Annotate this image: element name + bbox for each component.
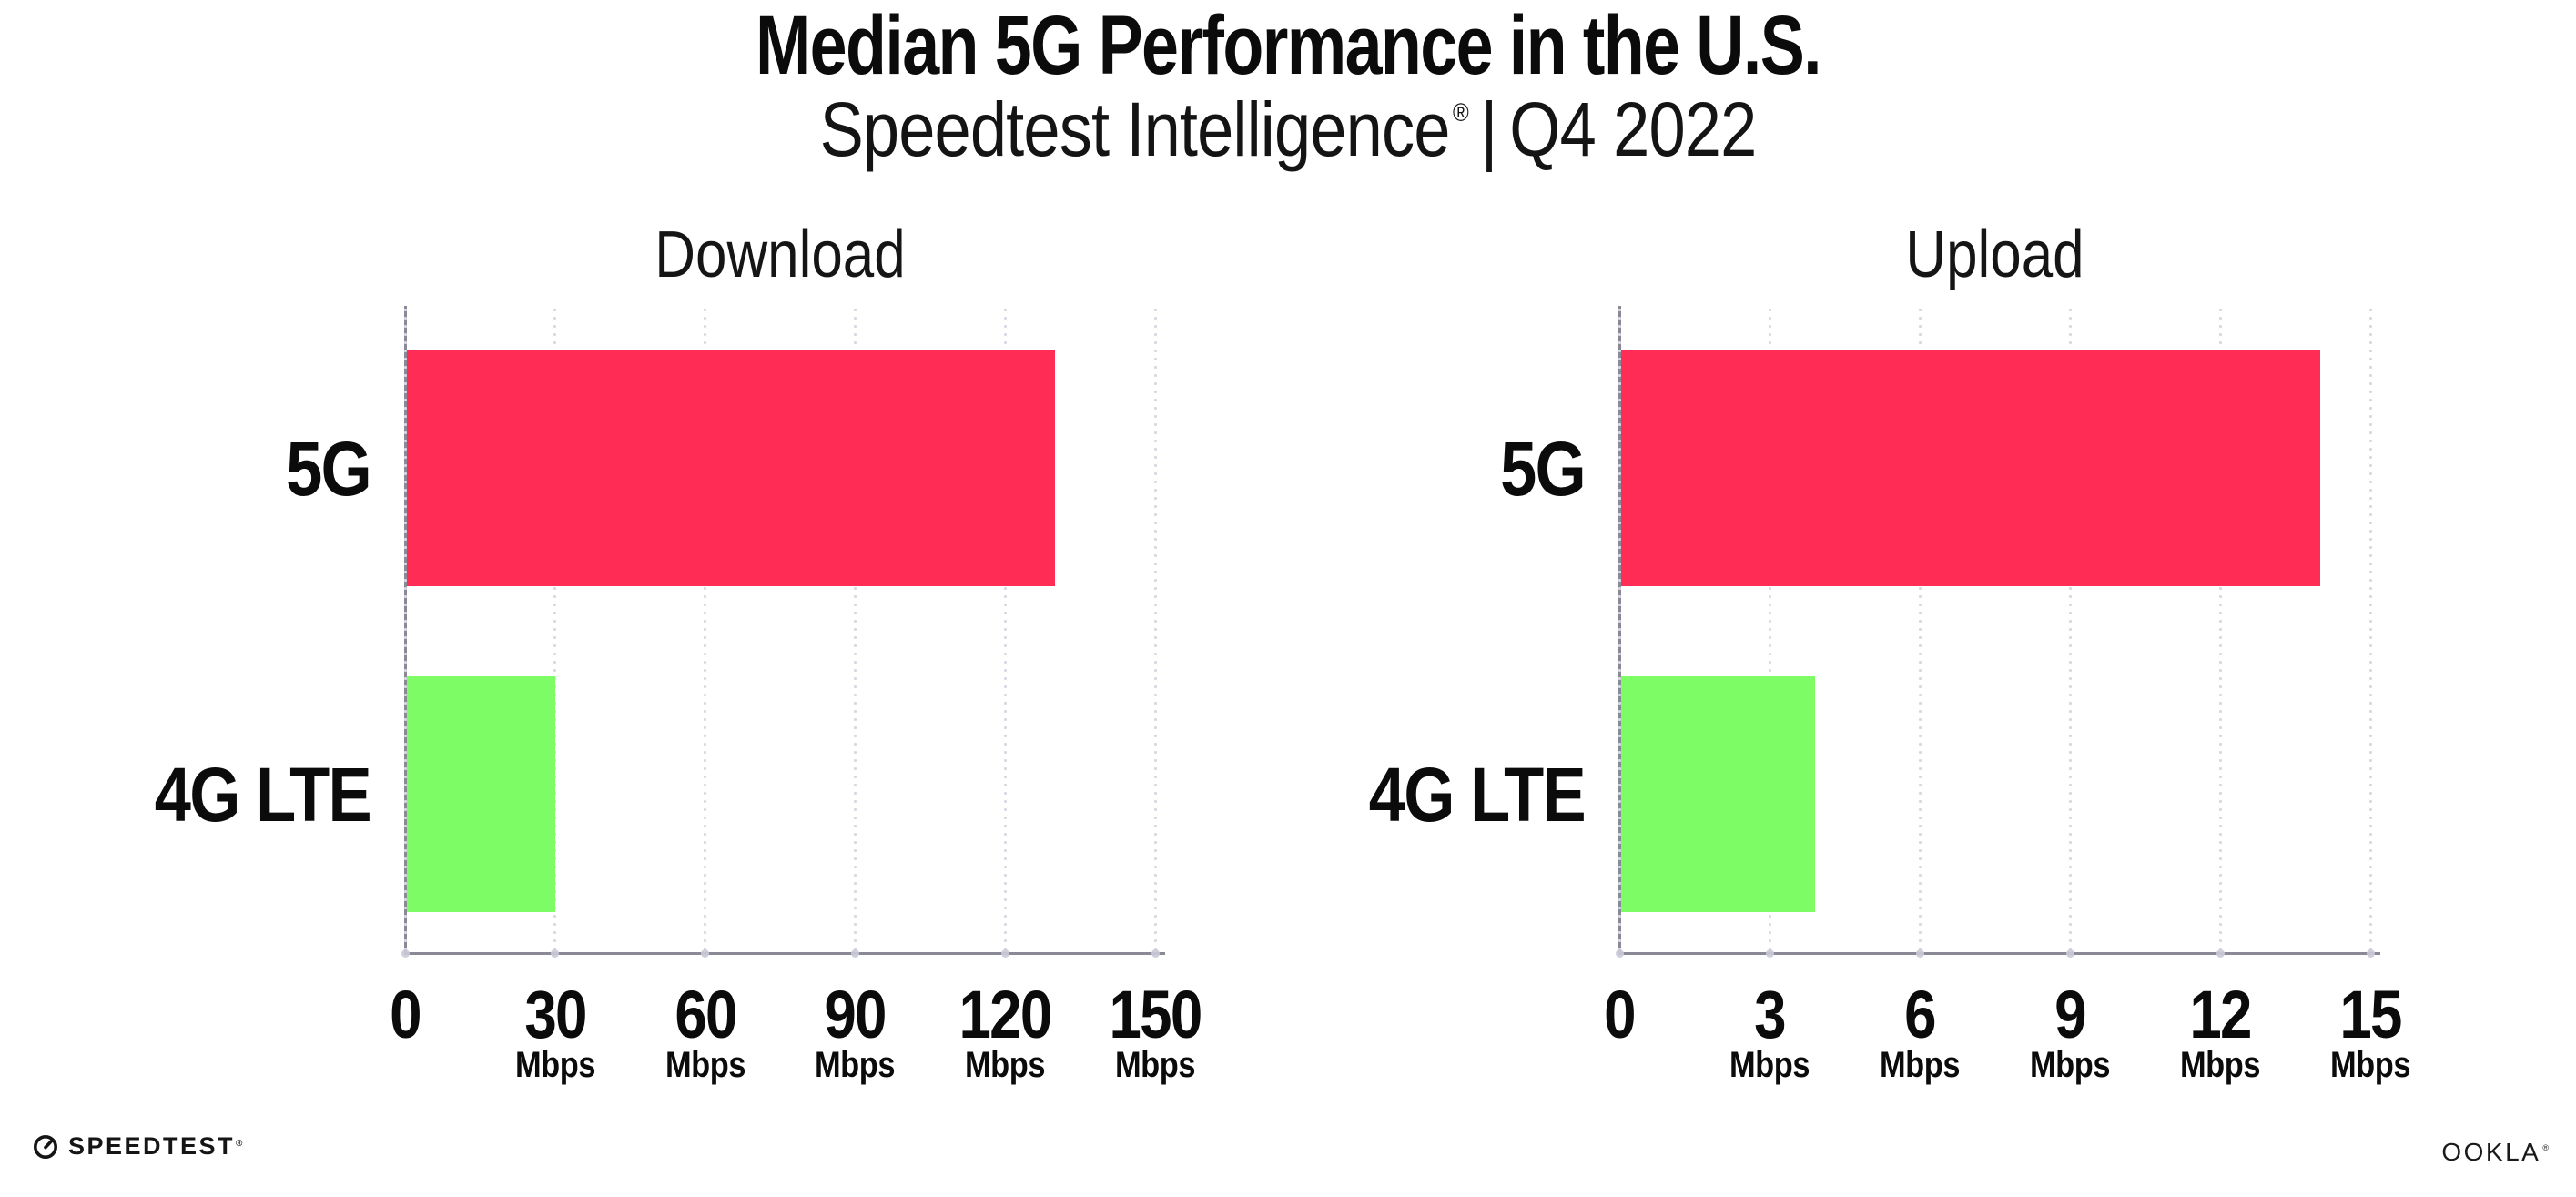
gridline-download-60 — [704, 306, 707, 952]
x-tick-label-upload-6: 6 — [1904, 977, 1936, 1052]
x-tick-unit-download-120: Mbps — [965, 1045, 1046, 1085]
axis-tick-dot-upload-6 — [1915, 949, 1924, 958]
x-tick-label-upload-9: 9 — [2054, 977, 2086, 1052]
axis-tick-dot-upload-12 — [2216, 949, 2225, 958]
x-tick-label-upload-0: 0 — [1604, 977, 1636, 1052]
bar-download-5g — [405, 350, 1056, 586]
x-tick-unit-upload-6: Mbps — [1879, 1045, 1961, 1085]
page-title: Median 5G Performance in the U.S. — [755, 0, 1822, 92]
category-label-upload-4g-lte: 4G LTE — [1368, 751, 1587, 837]
bar-upload-5g — [1619, 350, 2320, 586]
x-tick-label-download-90: 90 — [824, 977, 887, 1052]
x-tick-unit-download-150: Mbps — [1114, 1045, 1196, 1085]
gridline-download-0 — [403, 306, 407, 952]
axis-tick-dot-download-60 — [701, 949, 710, 958]
speedtest-label: SPEEDTEST — [68, 1131, 236, 1160]
gridline-download-30 — [553, 306, 557, 952]
x-tick-label-download-120: 120 — [958, 977, 1053, 1052]
ookla-logo: OOKLA ® — [2441, 1140, 2549, 1165]
chart-title-upload: Upload — [1905, 218, 2084, 291]
subtitle-period: Q4 2022 — [1509, 86, 1757, 172]
x-tick-unit-upload-9: Mbps — [2029, 1045, 2111, 1085]
category-label-upload-5g: 5G — [1500, 425, 1587, 512]
x-tick-label-upload-12: 12 — [2189, 977, 2252, 1052]
axis-tick-dot-download-30 — [551, 949, 560, 958]
bar-upload-4g-lte — [1619, 676, 1815, 912]
gauge-icon — [32, 1132, 59, 1160]
x-tick-unit-download-90: Mbps — [815, 1045, 896, 1085]
axis-tick-dot-upload-0 — [1615, 949, 1624, 958]
x-tick-unit-download-30: Mbps — [514, 1045, 596, 1085]
gridline-upload-9 — [2068, 306, 2072, 952]
x-tick-label-download-150: 150 — [1109, 977, 1202, 1052]
axis-tick-dot-download-120 — [1000, 949, 1009, 958]
x-tick-label-upload-3: 3 — [1754, 977, 1786, 1052]
axis-tick-dot-download-150 — [1151, 949, 1160, 958]
x-tick-unit-upload-12: Mbps — [2179, 1045, 2261, 1085]
x-tick-unit-upload-15: Mbps — [2329, 1045, 2411, 1085]
gridline-download-90 — [853, 306, 857, 952]
category-label-download-5g: 5G — [286, 425, 372, 512]
subtitle-separator: | — [1480, 86, 1498, 172]
gridline-upload-3 — [1768, 306, 1771, 952]
axis-tick-dot-upload-3 — [1765, 949, 1774, 958]
speedtest-logo: SPEEDTEST® — [32, 1132, 242, 1160]
x-tick-unit-upload-3: Mbps — [1729, 1045, 1810, 1085]
x-axis-download — [403, 952, 1165, 955]
x-tick-label-upload-15: 15 — [2339, 977, 2402, 1052]
category-label-download-4g-lte: 4G LTE — [154, 751, 372, 837]
gridline-download-150 — [1153, 306, 1157, 952]
x-axis-upload — [1618, 952, 2380, 955]
axis-tick-dot-download-90 — [850, 949, 859, 958]
ookla-wordmark: OOKLA — [2441, 1138, 2541, 1166]
bar-download-4g-lte — [405, 676, 555, 912]
x-tick-label-download-60: 60 — [674, 977, 737, 1052]
gridline-download-120 — [1003, 306, 1007, 952]
axis-tick-dot-upload-9 — [2065, 949, 2074, 958]
ookla-registered-mark: ® — [2542, 1143, 2549, 1152]
gridline-upload-6 — [1918, 306, 1922, 952]
speedtest-wordmark: SPEEDTEST® — [68, 1131, 243, 1160]
axis-tick-dot-download-0 — [401, 949, 410, 958]
x-tick-label-download-0: 0 — [390, 977, 421, 1052]
page-subtitle: Speedtest Intelligence ® | Q4 2022 — [180, 91, 2396, 167]
x-tick-unit-download-60: Mbps — [664, 1045, 746, 1085]
registered-trademark-mark: ® — [1452, 98, 1469, 127]
gridline-upload-12 — [2218, 306, 2222, 952]
speedtest-registered-mark: ® — [236, 1138, 243, 1149]
gridline-upload-0 — [1618, 306, 1621, 952]
chart-title-download: Download — [654, 218, 906, 291]
subtitle-brand: Speedtest Intelligence — [819, 86, 1451, 172]
axis-tick-dot-upload-15 — [2366, 949, 2375, 958]
x-tick-label-download-30: 30 — [524, 977, 587, 1052]
gridline-upload-15 — [2368, 306, 2372, 952]
